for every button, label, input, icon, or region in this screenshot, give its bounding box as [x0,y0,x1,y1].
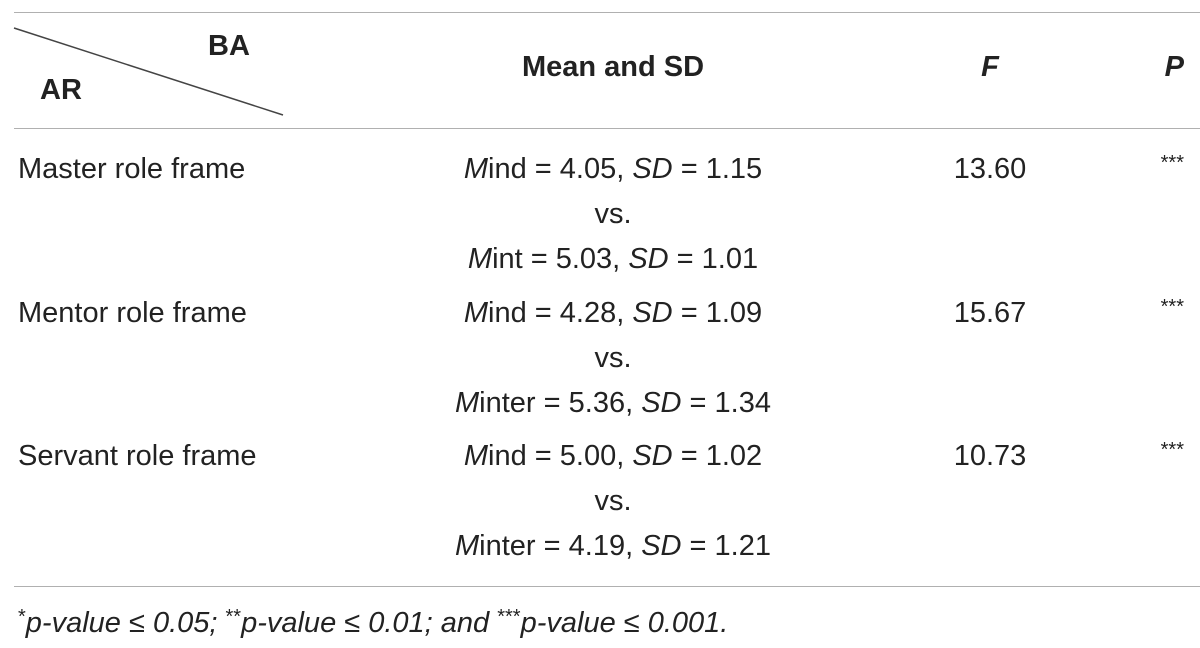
text-segment: M [463,440,489,472]
f-value: 15.67 [953,297,1027,329]
text-segment: ind = 5.00, [488,440,633,472]
mean-sd-line: Mind = 4.05, SD = 1.15 [464,147,762,192]
text-segment: SD [632,297,673,329]
text-segment: inter = 5.36, [479,387,642,419]
text-segment: ind = 4.28, [488,297,633,329]
column-axis-label: BA [208,30,250,62]
text-segment: p-value ≤ 0.05; [25,607,226,639]
mean-sd-line: Minter = 5.36, SD = 1.34 [455,381,771,426]
text-segment: p-value ≤ 0.01; and [241,607,498,639]
text-segment: = 1.34 [681,387,771,419]
mean-sd-line: Mind = 5.00, SD = 1.02 [464,434,762,479]
text-segment: vs. [594,342,632,374]
mean-sd-line: vs. [594,192,631,237]
text-segment: = 1.21 [681,530,771,562]
text-segment: vs. [594,198,632,230]
column-header: P [1164,51,1184,83]
text-segment: * [18,606,26,628]
text-segment: M [467,243,493,275]
column-header: Mean and SD [521,51,705,83]
text-segment: vs. [594,485,632,517]
bottom-rule [14,586,1200,587]
footnote: *p-value ≤ 0.05; **p-value ≤ 0.01; and *… [18,595,728,646]
text-segment: ** [225,606,242,628]
text-segment: SD [641,530,682,562]
p-value: *** [1160,439,1184,461]
text-segment: *** [497,606,521,628]
mean-sd-line: Mind = 4.28, SD = 1.09 [464,291,762,336]
f-value: 10.73 [953,440,1027,472]
row-label: Mentor role frame [18,297,247,329]
text-segment: p-value ≤ 0.001. [520,607,729,639]
mean-sd-line: Minter = 4.19, SD = 1.21 [455,524,771,569]
text-segment: = 1.01 [668,243,759,275]
p-value: *** [1160,296,1184,318]
text-segment: = 1.15 [672,153,763,185]
diagonal-divider [13,27,284,116]
text-segment: inter = 4.19, [479,530,642,562]
top-rule [14,12,1200,13]
mean-sd-line: vs. [594,479,631,524]
row-label: Servant role frame [18,440,257,472]
text-segment: ind = 4.05, [488,153,633,185]
header-rule [14,128,1200,129]
row-label: Master role frame [18,153,246,185]
mean-sd-line: Mint = 5.03, SD = 1.01 [468,237,758,282]
mean-sd-line: vs. [594,336,631,381]
text-segment: = 1.02 [672,440,763,472]
row-axis-label: AR [40,74,82,106]
text-segment: = 1.09 [672,297,763,329]
text-segment: SD [628,243,669,275]
text-segment: M [455,387,480,419]
text-segment: SD [641,387,682,419]
p-value: *** [1160,152,1184,174]
text-segment: int = 5.03, [492,243,629,275]
text-segment: SD [632,153,673,185]
text-segment: M [463,297,489,329]
f-value: 13.60 [953,153,1027,185]
text-segment: SD [632,440,673,472]
text-segment: M [463,153,489,185]
column-header: F [981,51,999,83]
text-segment: M [455,530,480,562]
diagonal-line [13,27,284,116]
